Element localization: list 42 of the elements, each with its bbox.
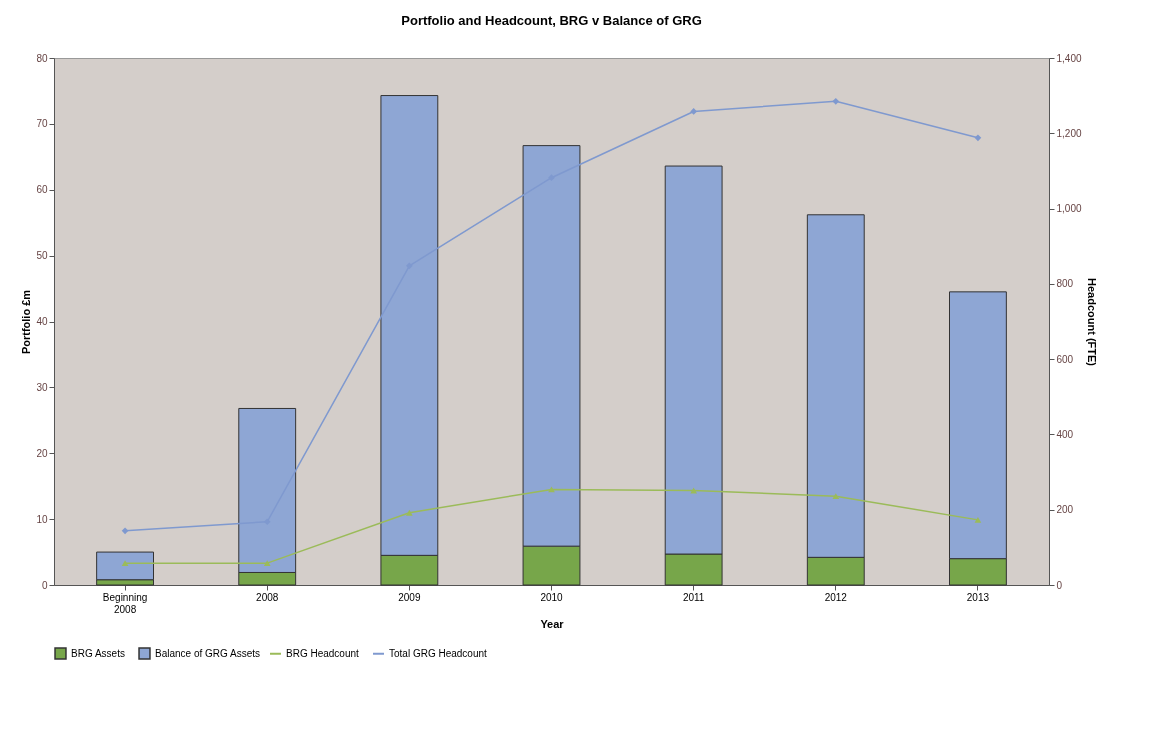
legend-label: BRG Assets bbox=[71, 647, 125, 659]
point bbox=[121, 527, 129, 535]
y-tick-label: 10 bbox=[36, 513, 48, 525]
y2-tick-label: 800 bbox=[1056, 278, 1074, 290]
x-tick-label: 2009 bbox=[398, 591, 421, 603]
legend-label: BRG Headcount bbox=[286, 647, 360, 659]
y2-tick-label: 1,200 bbox=[1056, 127, 1082, 139]
point bbox=[406, 509, 413, 516]
y-axis-title: Portfolio £m bbox=[20, 289, 33, 355]
y2-tick-label: 400 bbox=[1056, 428, 1074, 440]
y2-tick-label: 600 bbox=[1056, 353, 1074, 365]
point bbox=[974, 516, 982, 523]
point bbox=[832, 97, 840, 105]
legend-label: Total GRG Headcount bbox=[389, 647, 488, 659]
point bbox=[548, 486, 555, 493]
y2-axis-title: Headcount (FTE) bbox=[1085, 278, 1098, 367]
x-axis-title: Year bbox=[540, 617, 565, 630]
y-tick-label: 40 bbox=[36, 316, 48, 327]
point bbox=[832, 493, 840, 500]
y-tick-label: 80 bbox=[36, 52, 48, 64]
x-tick-label: Beginning 2008 bbox=[102, 591, 148, 615]
point bbox=[121, 560, 129, 567]
x-tick-label: 2013 bbox=[966, 591, 990, 603]
y2-tick-label: 0 bbox=[1056, 579, 1063, 591]
legend-label: Balance of GRG Assets bbox=[155, 647, 261, 659]
y-tick-label: 70 bbox=[36, 118, 48, 130]
x-tick-label: 2010 bbox=[540, 591, 564, 603]
y-tick-label: 60 bbox=[36, 184, 48, 196]
point bbox=[263, 560, 271, 567]
y2-tick-label: 200 bbox=[1056, 504, 1074, 516]
point bbox=[690, 108, 697, 115]
x-tick-label: 2012 bbox=[824, 591, 848, 603]
y-tick-label: 50 bbox=[36, 250, 48, 262]
y-tick-label: 30 bbox=[36, 381, 48, 393]
y-tick-label: 20 bbox=[36, 447, 48, 459]
x-tick-label: 2008 bbox=[256, 591, 279, 603]
y2-tick-label: 1,400 bbox=[1056, 52, 1082, 64]
y2-tick-label: 1,000 bbox=[1056, 203, 1082, 215]
chart-title: Portfolio and Headcount, BRG v Balance of GRG bbox=[401, 13, 702, 28]
y-tick-label: 0 bbox=[41, 579, 48, 591]
point bbox=[974, 134, 982, 142]
x-tick-label: 2011 bbox=[682, 591, 705, 603]
